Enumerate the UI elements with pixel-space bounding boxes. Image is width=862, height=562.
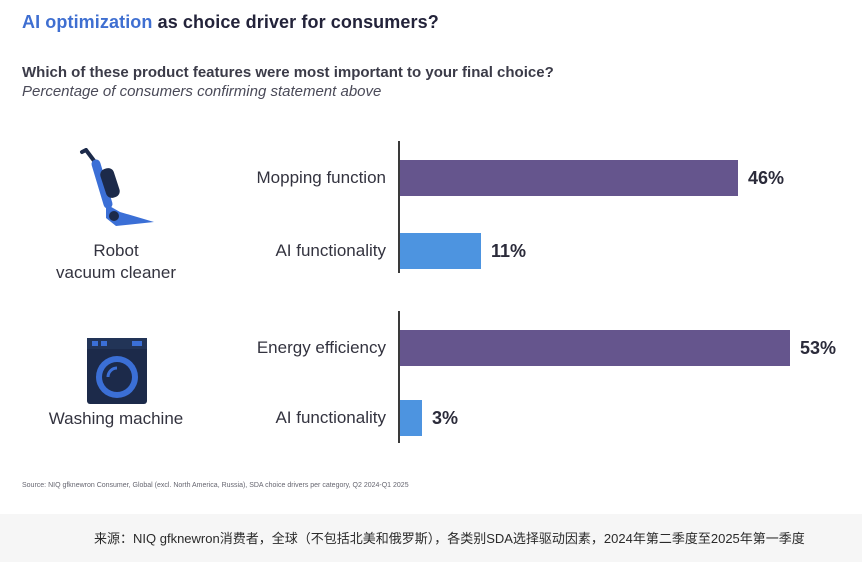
source-note: Source: NIQ gfknewron Consumer, Global (… xyxy=(22,482,409,489)
axis-line-group-2 xyxy=(398,311,400,443)
chart-subtitle: Percentage of consumers confirming state… xyxy=(22,83,382,100)
category-label-line: Washing machine xyxy=(48,409,184,428)
bar-value-label: 3% xyxy=(432,408,459,428)
chart-title-rest: as choice driver for consumers? xyxy=(152,12,439,32)
footer-band xyxy=(0,514,862,562)
bar-label: Mopping function xyxy=(256,168,386,187)
chart-question: Which of these product features were mos… xyxy=(22,64,554,81)
washing-machine-icon xyxy=(87,338,147,404)
robot-vacuum-icon xyxy=(80,148,154,226)
bar-value-label: 46% xyxy=(748,168,785,188)
bar-value-label: 53% xyxy=(800,338,837,358)
bar-label: AI functionality xyxy=(275,408,386,427)
bar-value-label: 11% xyxy=(491,241,527,261)
bar-label: Energy efficiency xyxy=(256,338,386,357)
axis-line-group-1 xyxy=(398,141,400,273)
chart-title: AI optimization as choice driver for con… xyxy=(22,12,439,33)
category-label-robot-vacuum: Robot vacuum cleaner xyxy=(36,240,196,284)
bar xyxy=(400,160,738,196)
footer-note: 来源：NIQ gfknewron消费者，全球（不包括北美和俄罗斯），各类别SDA… xyxy=(94,531,805,546)
bar-label: AI functionality xyxy=(275,241,386,260)
bar xyxy=(400,400,422,436)
category-label-line: vacuum cleaner xyxy=(55,263,176,282)
category-label-washing-machine: Washing machine xyxy=(36,408,196,430)
category-label-line: Robot xyxy=(93,241,139,260)
bar xyxy=(400,233,481,269)
bar xyxy=(400,330,790,366)
chart-title-highlight: AI optimization xyxy=(22,12,153,32)
